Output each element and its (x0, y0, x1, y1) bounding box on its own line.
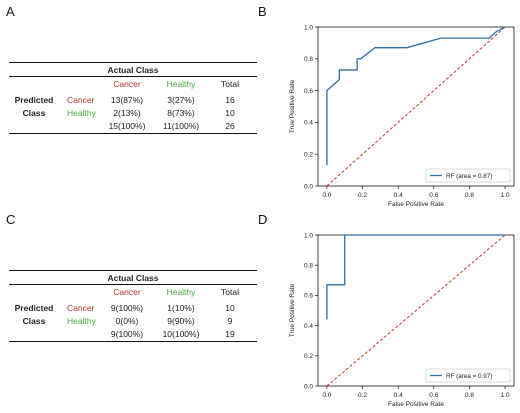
chance-diagonal-line (326, 234, 506, 387)
table-cell: 8(73%) (167, 108, 195, 118)
predicted-class-label: Predicted Class (9, 95, 59, 118)
y-tick-label: 0.0 (304, 383, 313, 390)
table-cell: 15(100%) (108, 121, 146, 131)
y-tick-label: 1.0 (304, 24, 313, 31)
y-tick-label: 0.4 (304, 120, 313, 127)
table-header: Actual Class (107, 273, 159, 283)
row-label-healthy: Healthy (67, 108, 96, 118)
table-bottom-rule (9, 341, 257, 342)
plot-frame (317, 26, 515, 187)
table-top-rule (9, 62, 257, 63)
y-axis-label: True Positive Rate (289, 80, 296, 134)
x-tick-label: 1.0 (501, 392, 510, 399)
table-cell: 9(100%) (110, 303, 144, 313)
table-cell: 16 (225, 95, 235, 105)
x-tick-label: 0.8 (465, 192, 474, 199)
col-label-total: Total (221, 79, 239, 89)
panel-label-d: D (258, 212, 268, 227)
col-label-cancer: Cancer (113, 79, 141, 89)
table-cell: 9 (227, 316, 233, 326)
panel-label-c: C (6, 212, 16, 227)
x-tick-label: 0.8 (465, 392, 474, 399)
x-tick-label: 0.0 (322, 392, 331, 399)
table-cell: 9(100%) (110, 329, 144, 339)
predicted-line2: Class (22, 108, 46, 118)
predicted-line2: Class (22, 316, 46, 326)
row-label-healthy: Healthy (67, 316, 96, 326)
predicted-line1: Predicted (14, 95, 54, 105)
table-cell: 19 (225, 329, 235, 339)
table-cell: 10 (225, 108, 235, 118)
table-bottom-rule (9, 133, 257, 134)
y-tick-label: 0.2 (304, 353, 313, 360)
table-cell: 0(0%) (115, 316, 139, 326)
predicted-line1: Predicted (14, 303, 54, 313)
y-tick-label: 1.0 (304, 232, 313, 239)
predicted-class-label: Predicted Class (9, 303, 59, 326)
roc-curve (326, 234, 506, 320)
x-tick-label: 0.4 (394, 192, 403, 199)
table-cell: 3(27%) (167, 95, 195, 105)
y-tick-label: 0.6 (304, 293, 313, 300)
row-label-cancer: Cancer (67, 95, 95, 105)
row-label-cancer: Cancer (67, 303, 95, 313)
x-tick-label: 1.0 (501, 192, 510, 199)
col-label-cancer: Cancer (113, 287, 141, 297)
x-tick-label: 0.2 (358, 192, 367, 199)
confusion-table-c: Actual Class Cancer Healthy Total Predic… (9, 270, 257, 342)
col-label-healthy: Healthy (166, 79, 196, 89)
y-tick-label: 0.0 (304, 183, 313, 190)
legend-box (425, 368, 511, 383)
panel-label-a: A (6, 4, 15, 19)
table-cell: 2(13%) (113, 108, 141, 118)
legend: RF (area = 0.97) (425, 368, 511, 383)
confusion-table-a: Actual Class Cancer Healthy Total Predic… (9, 62, 257, 134)
legend: RF (area = 0.87) (425, 168, 511, 183)
x-tick-label: 0.6 (429, 392, 438, 399)
table-cell: 26 (225, 121, 235, 131)
table-header-rule (9, 284, 257, 285)
x-axis-label: False Positive Rate (388, 401, 444, 408)
panel-label-b: B (258, 4, 267, 19)
table-cell: 10(100%) (162, 329, 200, 339)
y-tick-label: 0.8 (304, 263, 313, 270)
y-axis-label: True Positive Rate (289, 284, 296, 338)
table-cell: 9(90%) (167, 316, 195, 326)
chance-diagonal-line (326, 26, 506, 187)
table-cell: 13(87%) (110, 95, 144, 105)
x-tick-label: 0.4 (394, 392, 403, 399)
table-header-rule (9, 76, 257, 77)
roc-curve (326, 26, 506, 166)
table-top-rule (9, 270, 257, 271)
x-axis-label: False Positive Rate (388, 201, 444, 206)
legend-label: RF (area = 0.97) (446, 373, 492, 380)
col-label-total: Total (221, 287, 239, 297)
x-tick-label: 0.0 (322, 192, 331, 199)
table-header: Actual Class (107, 65, 159, 75)
y-tick-label: 0.2 (304, 152, 313, 159)
legend-label: RF (area = 0.87) (446, 173, 492, 180)
y-tick-label: 0.4 (304, 323, 313, 330)
x-tick-label: 0.2 (358, 392, 367, 399)
y-tick-label: 0.6 (304, 88, 313, 95)
legend-box (425, 168, 511, 183)
roc-chart-d: 0.0 0.2 0.4 0.6 0.8 1.0 0.0 0.2 0.4 0.6 0.8 1.0 Fals… (289, 232, 515, 408)
table-cell: 11(100%) (162, 121, 200, 131)
roc-chart-b: 0.0 0.2 0.4 0.6 0.8 1.0 0.0 0.2 0.4 0.6 0.8 1.0 Fals… (289, 24, 515, 206)
col-label-healthy: Healthy (166, 287, 196, 297)
x-tick-label: 0.6 (429, 192, 438, 199)
y-tick-label: 0.8 (304, 56, 313, 63)
table-cell: 10 (225, 303, 235, 313)
table-cell: 1(10%) (167, 303, 195, 313)
